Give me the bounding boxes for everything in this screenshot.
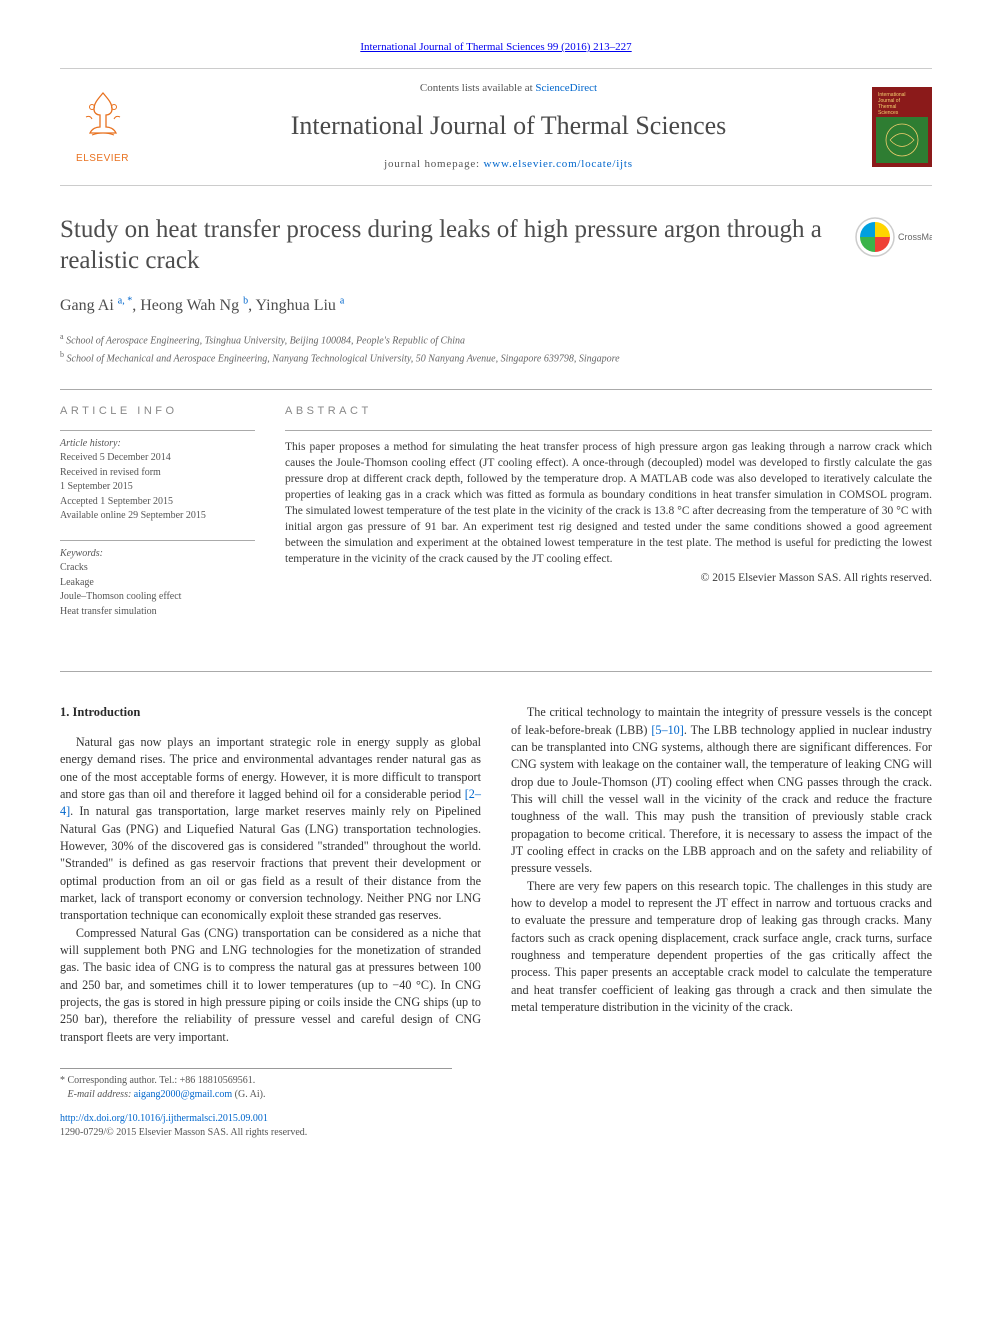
- abstract-text: This paper proposes a method for simulat…: [285, 430, 932, 586]
- article-history: Article history: Received 5 December 201…: [60, 430, 255, 524]
- corr-email-line: E-mail address: aigang2000@gmail.com (G.…: [60, 1088, 452, 1102]
- crossmark-badge[interactable]: CrossMark: [854, 216, 932, 258]
- journal-citation-link[interactable]: International Journal of Thermal Science…: [360, 41, 631, 53]
- article-info-heading: ARTICLE INFO: [60, 404, 255, 420]
- history-line: Available online 29 September 2015: [60, 510, 206, 521]
- history-line: 1 September 2015: [60, 481, 133, 492]
- corr-author-line: * Corresponding author. Tel.: +86 188105…: [60, 1074, 452, 1088]
- contents-available-line: Contents lists available at ScienceDirec…: [155, 81, 862, 97]
- affiliations: a School of Aerospace Engineering, Tsing…: [60, 331, 932, 367]
- email-label: E-mail address:: [68, 1089, 132, 1100]
- journal-cover-thumbnail[interactable]: International Journal of Thermal Science…: [872, 87, 932, 167]
- email-suffix: (G. Ai).: [235, 1089, 266, 1100]
- contents-available-text: Contents lists available at: [420, 82, 535, 94]
- keyword: Heat transfer simulation: [60, 606, 157, 617]
- article-history-label: Article history:: [60, 438, 121, 449]
- affiliation: a School of Aerospace Engineering, Tsing…: [60, 331, 932, 349]
- journal-homepage-link[interactable]: www.elsevier.com/locate/ijts: [483, 158, 632, 170]
- body-paragraph: There are very few papers on this resear…: [511, 878, 932, 1017]
- abstract-heading: ABSTRACT: [285, 404, 932, 420]
- body-paragraph: The critical technology to maintain the …: [511, 704, 932, 877]
- article-title: Study on heat transfer process during le…: [60, 214, 932, 277]
- body-paragraph: Compressed Natural Gas (CNG) transportat…: [60, 925, 481, 1046]
- elsevier-tree-icon: [72, 87, 134, 149]
- abstract-copyright: © 2015 Elsevier Masson SAS. All rights r…: [285, 570, 932, 586]
- history-line: Received 5 December 2014: [60, 452, 171, 463]
- svg-text:Sciences: Sciences: [878, 110, 899, 116]
- journal-name: International Journal of Thermal Science…: [155, 107, 862, 145]
- abstract-body: This paper proposes a method for simulat…: [285, 441, 932, 566]
- rule-above-meta: [60, 389, 932, 390]
- masthead-center: Contents lists available at ScienceDirec…: [145, 77, 872, 177]
- masthead: ELSEVIER Contents lists available at Sci…: [60, 68, 932, 186]
- section-number: 1.: [60, 705, 69, 719]
- corresponding-author-footnote: * Corresponding author. Tel.: +86 188105…: [60, 1068, 452, 1102]
- journal-cover-icon: International Journal of Thermal Science…: [872, 87, 932, 167]
- affiliation: b School of Mechanical and Aerospace Eng…: [60, 349, 932, 367]
- doi-block: http://dx.doi.org/10.1016/j.ijthermalsci…: [60, 1112, 932, 1140]
- doi-link[interactable]: http://dx.doi.org/10.1016/j.ijthermalsci…: [60, 1113, 268, 1124]
- history-line: Received in revised form: [60, 467, 161, 478]
- keywords-label: Keywords:: [60, 548, 103, 559]
- meta-row: ARTICLE INFO Article history: Received 5…: [60, 404, 932, 635]
- corr-email-link[interactable]: aigang2000@gmail.com: [134, 1089, 232, 1100]
- keyword: Leakage: [60, 577, 94, 588]
- ref-link[interactable]: [5–10]: [651, 723, 684, 737]
- journal-citation-header: International Journal of Thermal Science…: [60, 40, 932, 56]
- rule-below-meta: [60, 671, 932, 672]
- history-line: Accepted 1 September 2015: [60, 496, 173, 507]
- body-paragraph: Natural gas now plays an important strat…: [60, 734, 481, 925]
- keyword: Joule–Thomson cooling effect: [60, 591, 181, 602]
- title-block: Study on heat transfer process during le…: [60, 214, 932, 277]
- sciencedirect-link[interactable]: ScienceDirect: [535, 82, 597, 94]
- abstract-column: ABSTRACT This paper proposes a method fo…: [285, 404, 932, 635]
- section-heading-1: 1. Introduction: [60, 704, 481, 722]
- article-body: 1. Introduction Natural gas now plays an…: [60, 704, 932, 1046]
- issn-copyright: 1290-0729/© 2015 Elsevier Masson SAS. Al…: [60, 1127, 307, 1138]
- elsevier-wordmark: ELSEVIER: [76, 152, 129, 167]
- crossmark-icon: CrossMark: [854, 216, 932, 258]
- keywords-block: Keywords: Cracks Leakage Joule–Thomson c…: [60, 540, 255, 620]
- svg-text:CrossMark: CrossMark: [898, 232, 932, 242]
- keyword: Cracks: [60, 562, 88, 573]
- ref-link[interactable]: [2–4]: [60, 787, 481, 818]
- authors-line: Gang Ai a, *, Heong Wah Ng b, Yinghua Li…: [60, 294, 932, 317]
- journal-homepage-prefix: journal homepage:: [384, 158, 483, 170]
- article-info-column: ARTICLE INFO Article history: Received 5…: [60, 404, 255, 635]
- elsevier-logo[interactable]: ELSEVIER: [60, 82, 145, 172]
- journal-homepage-line: journal homepage: www.elsevier.com/locat…: [155, 157, 862, 173]
- section-title: Introduction: [73, 705, 141, 719]
